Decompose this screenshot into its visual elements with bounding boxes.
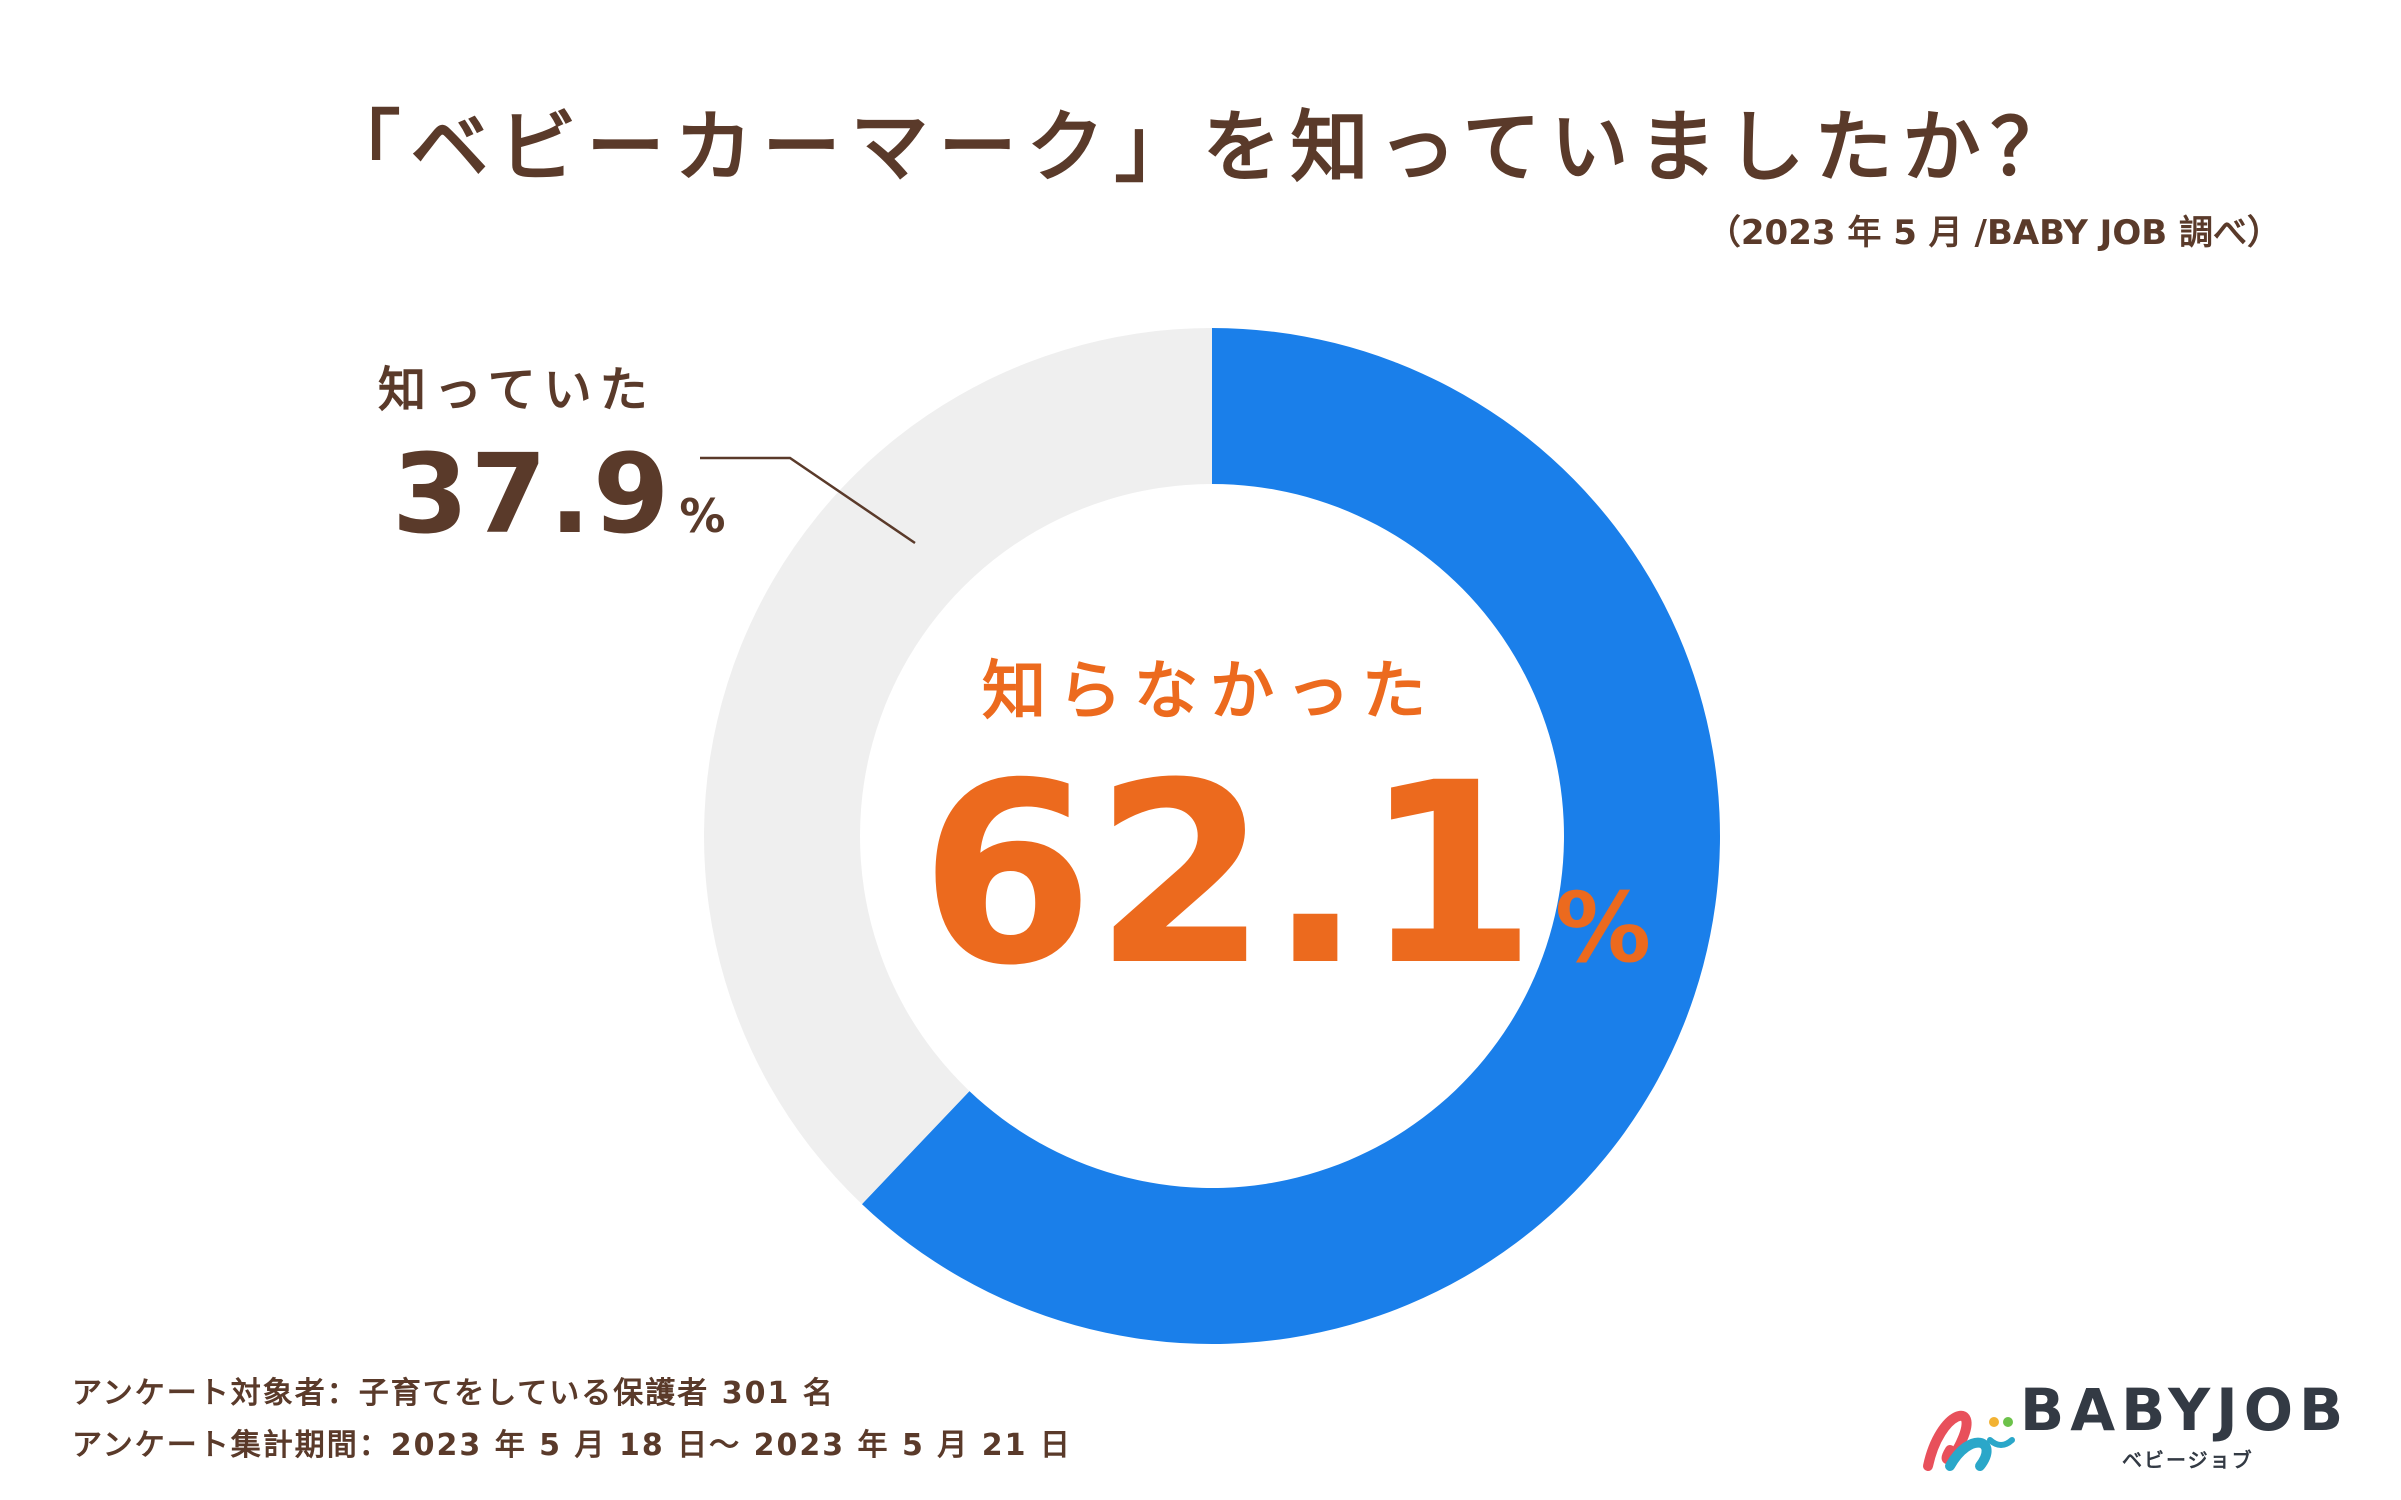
label-known: 知っていた: [378, 362, 656, 418]
label-unknown: 知らなかった: [982, 655, 1438, 729]
value-unknown-unit: %: [1554, 872, 1652, 984]
leader-line-known: [700, 456, 916, 545]
value-known: 37.9%: [392, 430, 728, 558]
value-unknown-number: 62.1: [920, 729, 1537, 1020]
logo-wordmark: BABYJOB: [2020, 1376, 2350, 1444]
footnote-period: アンケート集計期間：2023 年 5 月 18 日～ 2023 年 5 月 21…: [72, 1428, 1072, 1463]
chart-title: 「ベビーカーマーク」を知っていましたか？: [322, 103, 2079, 193]
value-known-number: 37.9: [392, 430, 672, 558]
donut-slice-known: [703, 327, 1212, 1205]
source-note: （2023 年 5 月 /BABY JOB 調べ）: [1706, 213, 2281, 253]
donut-slice-unknown: [861, 328, 1720, 1344]
brand-logo: BABYJOB ベビージョブ: [1910, 1370, 2343, 1480]
logo-mark-icon: [1923, 1410, 2015, 1471]
value-unknown: 62.1%: [920, 750, 1651, 1000]
logo-subtext: ベビージョブ: [2122, 1448, 2254, 1472]
value-known-unit: %: [679, 489, 728, 543]
footnote-target: アンケート対象者：子育てをしている保護者 301 名: [72, 1376, 835, 1411]
